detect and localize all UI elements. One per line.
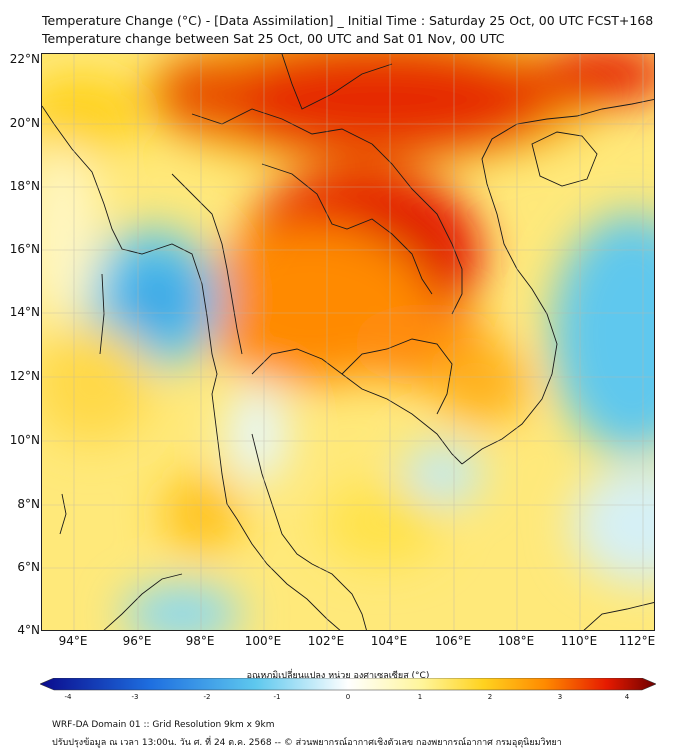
- hot-zone-north: [212, 54, 552, 154]
- coastline-vietnam: [461, 98, 654, 465]
- footer-model-info: WRF-DA Domain 01 :: Grid Resolution 9km …: [52, 720, 275, 730]
- lat-tick-12: 12°N: [9, 369, 40, 383]
- warm-spot-southeast: [432, 344, 532, 424]
- lat-tick-8: 8°N: [17, 497, 40, 511]
- lat-tick-6: 6°N: [17, 560, 40, 574]
- hot-zone-northeast: [532, 54, 654, 104]
- colorbar-tick-0: 0: [345, 693, 351, 701]
- coastline-hainan: [531, 131, 598, 187]
- border-thailand-laos: [261, 163, 433, 295]
- coastline-myanmar-west: [42, 105, 238, 520]
- cool-zone-gulf-west: [227, 384, 287, 484]
- border-cambodia: [341, 338, 453, 415]
- lon-tick-110: 110°E: [560, 634, 598, 648]
- cool-zone-southeast: [572, 464, 654, 584]
- footer-credit: ปรับปรุงข้อมูล ณ เวลา 13:00น. วัน ศ. ที่…: [52, 738, 562, 748]
- colorbar-gradient: [40, 678, 656, 691]
- warm-spot-sw: [42, 324, 152, 444]
- warm-zone-west: [42, 74, 142, 154]
- cool-zone-far-west: [42, 144, 102, 324]
- border-thailand-myanmar: [171, 173, 243, 355]
- colorbar: [40, 678, 656, 691]
- lat-tick-22: 22°N: [9, 52, 40, 66]
- coastline-andaman: [99, 273, 105, 355]
- colorbar-tick-3: 3: [557, 693, 563, 701]
- cool-zone-south: [122, 584, 242, 630]
- colorbar-tick-neg4: -4: [64, 693, 72, 701]
- lon-tick-96: 96°E: [122, 634, 152, 648]
- border-china: [281, 54, 393, 110]
- border-laos-vietnam: [371, 143, 463, 315]
- lon-tick-104: 104°E: [370, 634, 408, 648]
- lon-tick-112: 112°E: [618, 634, 656, 648]
- coastline-nicobar: [59, 493, 67, 535]
- lon-tick-98: 98°E: [185, 634, 215, 648]
- hot-zone-northwest: [162, 59, 242, 129]
- lat-tick-10: 10°N: [9, 433, 40, 447]
- lon-tick-106: 106°E: [434, 634, 472, 648]
- map-title: Temperature Change (°C) - [Data Assimila…: [42, 13, 654, 28]
- cool-zone-east: [552, 214, 654, 454]
- lat-tick-16: 16°N: [9, 242, 40, 256]
- lat-tick-14: 14°N: [9, 305, 40, 319]
- lon-tick-94: 94°E: [58, 634, 88, 648]
- colorbar-tick-1: 1: [417, 693, 423, 701]
- colorbar-tick-neg3: -3: [131, 693, 139, 701]
- lat-tick-4: 4°N: [17, 623, 40, 637]
- coastline-peninsula-east: [251, 433, 367, 630]
- coastline-borneo: [583, 602, 654, 630]
- cool-zone-andaman-core: [117, 259, 197, 339]
- cool-zone-gulf: [402, 444, 482, 504]
- lon-tick-102: 102°E: [307, 634, 345, 648]
- colorbar-label: อุณหภูมิเปลี่ยนแปลง หน่วย องศาเซลเซียส (…: [246, 671, 430, 681]
- temperature-change-map: [41, 53, 655, 631]
- warm-spot-southcentral: [322, 484, 442, 564]
- coastline-sumatra: [103, 573, 183, 630]
- map-subtitle: Temperature change between Sat 25 Oct, 0…: [42, 31, 505, 46]
- colorbar-tick-2: 2: [487, 693, 493, 701]
- lat-tick-20: 20°N: [9, 116, 40, 130]
- colorbar-tick-neg1: -1: [273, 693, 281, 701]
- lat-tick-18: 18°N: [9, 179, 40, 193]
- lon-tick-108: 108°E: [497, 634, 535, 648]
- lon-tick-100: 100°E: [244, 634, 282, 648]
- colorbar-tick-neg2: -2: [203, 693, 211, 701]
- colorbar-tick-4: 4: [624, 693, 630, 701]
- warm-spot-south: [162, 474, 242, 554]
- coastline-gulf-thailand: [251, 348, 463, 465]
